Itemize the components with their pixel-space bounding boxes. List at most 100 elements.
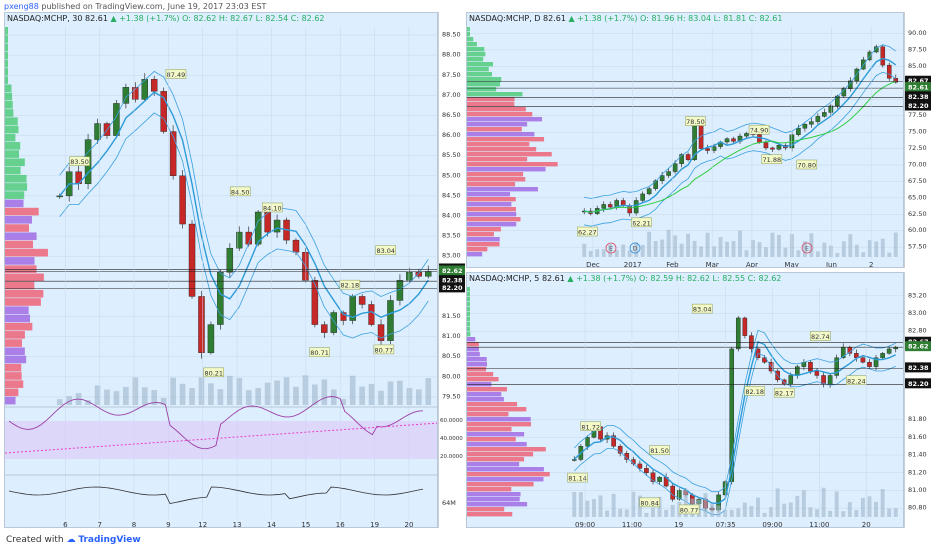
volume-profile-bar xyxy=(467,177,526,182)
volume-bar xyxy=(718,237,723,257)
volume-bar xyxy=(208,383,214,405)
volume-bar xyxy=(841,241,846,257)
volume-profile-bar xyxy=(5,339,22,347)
volume-profile-bar xyxy=(467,372,494,377)
volume-profile-bar xyxy=(5,183,28,191)
volume-bar xyxy=(861,252,866,257)
moving-average-line xyxy=(584,57,897,214)
volume-bar xyxy=(226,375,233,405)
volume-profile-bar xyxy=(467,302,470,307)
volume-bar xyxy=(640,244,645,257)
volume-bar xyxy=(847,502,852,517)
volume-bar xyxy=(653,241,658,257)
volume-bar xyxy=(666,229,671,257)
volume-bar xyxy=(283,377,290,405)
volume-profile-bar xyxy=(467,317,470,322)
price-annotation: 81.14 xyxy=(568,475,587,483)
price-axis-ticks: 88.50 88.00 87.50 87.00 86.50 86.00 85.50 85.00… xyxy=(439,31,465,507)
price-tag: 82.38 xyxy=(442,277,463,285)
moving-average-line xyxy=(573,340,896,504)
candle-body xyxy=(425,271,432,277)
volume-bar xyxy=(425,378,432,405)
volume-profile-bar xyxy=(5,150,20,158)
volume-profile-bar xyxy=(5,27,8,35)
volume-bar xyxy=(179,383,186,405)
volume-bar xyxy=(893,232,898,257)
candle-body xyxy=(880,353,885,358)
price-annotation-box xyxy=(748,124,770,135)
event-marker-label: E xyxy=(609,246,613,253)
volume-profile-bar xyxy=(5,248,48,257)
chart-panel-daily[interactable]: NASDAQ:MCHP, D 82.61 ▲ +1.38 (+1.7%) O: … xyxy=(466,12,904,268)
x-axis-tick: 11:00 xyxy=(622,521,642,528)
chart-panel-30min[interactable]: NASDAQ:MCHP, 30 82.61 ▲ +1.38 (+1.7%) O:… xyxy=(4,12,438,528)
volume-profile-bar xyxy=(467,357,487,362)
candle-body xyxy=(94,123,101,140)
volume-profile-bar xyxy=(5,84,12,93)
volume-bar xyxy=(236,377,243,405)
volume-axis-tick: 64M xyxy=(442,499,456,507)
volume-profile-bar xyxy=(5,224,29,232)
volume-bar xyxy=(578,492,583,517)
price-annotation-box xyxy=(691,303,713,314)
volume-bar xyxy=(651,507,655,517)
volume-bar xyxy=(775,488,780,517)
price-annotation-box xyxy=(773,387,795,398)
price-chart[interactable]: 62.27 62.21 78.50 74.90 71.88 70.80 Dec 2017 Feb… xyxy=(467,13,904,268)
candle-body xyxy=(415,272,423,277)
volume-bar xyxy=(815,251,820,257)
volume-profile-bar xyxy=(467,332,471,337)
symbol-label: NASDAQ:MCHP, 30 xyxy=(7,14,83,23)
tradingview-brand-link[interactable]: TradingView xyxy=(78,535,141,545)
price-annotation-box xyxy=(309,347,330,357)
candle-body xyxy=(854,68,860,82)
price-chart[interactable]: 81.72 81.50 81.14 80.84 80.77 83.04 82.18 82.17… xyxy=(467,273,904,528)
chart-panel-5min[interactable]: NASDAQ:MCHP, 5 82.61 ▲ +1.38 (+1.7%) O: … xyxy=(466,272,904,528)
price-annotation: 82.18 xyxy=(341,282,360,290)
volume-bar xyxy=(85,400,91,405)
author-link[interactable]: pxeng88 xyxy=(4,2,39,11)
candle-body xyxy=(735,317,741,350)
candle-body xyxy=(670,485,675,500)
volume-bar xyxy=(621,244,626,257)
x-axis-tick: Feb xyxy=(666,261,679,268)
volume-profile-bar xyxy=(467,387,507,392)
price-annotation-box xyxy=(69,156,90,166)
candle-body xyxy=(56,195,63,198)
close-value: C: 82.61 xyxy=(748,14,783,23)
price-axis-5min[interactable]: 83.20 83.00 82.80 81.80 81.60 81.40 81.20 81.00… xyxy=(904,272,931,528)
price-axis-daily[interactable]: 90.0087.5085.0080.0077.5075.0072.5070.00… xyxy=(904,12,931,268)
x-axis-tick: 13 xyxy=(233,521,242,528)
volume-profile-bar xyxy=(467,157,528,162)
price-axis-left[interactable]: 88.50 88.00 87.50 87.00 86.50 86.00 85.50 85.00… xyxy=(438,12,465,528)
price-annotation: 81.72 xyxy=(581,423,600,431)
volume-bar xyxy=(788,502,793,517)
y-axis-tick: 83.50 xyxy=(442,232,461,240)
upper-band-line xyxy=(574,329,896,493)
volume-profile-bar xyxy=(5,125,19,134)
volume-profile-bar xyxy=(467,512,513,517)
volume-bar xyxy=(762,512,767,517)
price-chart[interactable]: 83.50 87.49 84.50 84.10 80.71 82.18 83.04 80.77… xyxy=(5,13,438,528)
x-axis-tick: 6 xyxy=(63,521,68,528)
volume-profile-bar xyxy=(467,347,479,352)
candle-body xyxy=(874,46,879,53)
price-tag: 82.38 xyxy=(908,93,929,101)
volume-profile-bar xyxy=(467,92,523,97)
candle-body xyxy=(607,204,613,208)
volume-bar xyxy=(627,250,632,257)
volume-bar xyxy=(245,390,252,405)
x-axis-tick: 14 xyxy=(267,521,276,528)
volume-profile-bar xyxy=(5,388,19,397)
candle-body xyxy=(637,463,643,469)
price-annotation-box xyxy=(203,367,225,378)
volume-bar xyxy=(699,246,704,257)
price-annotation: 81.50 xyxy=(650,447,669,455)
x-axis-tick: 19 xyxy=(370,521,379,528)
volume-bar xyxy=(796,250,801,257)
volume-bar xyxy=(867,496,872,517)
rsi-trend-line xyxy=(5,422,437,454)
low-value: L: 82.54 xyxy=(255,14,289,23)
volume-profile-bar xyxy=(467,367,487,372)
volume-bar xyxy=(673,235,678,257)
